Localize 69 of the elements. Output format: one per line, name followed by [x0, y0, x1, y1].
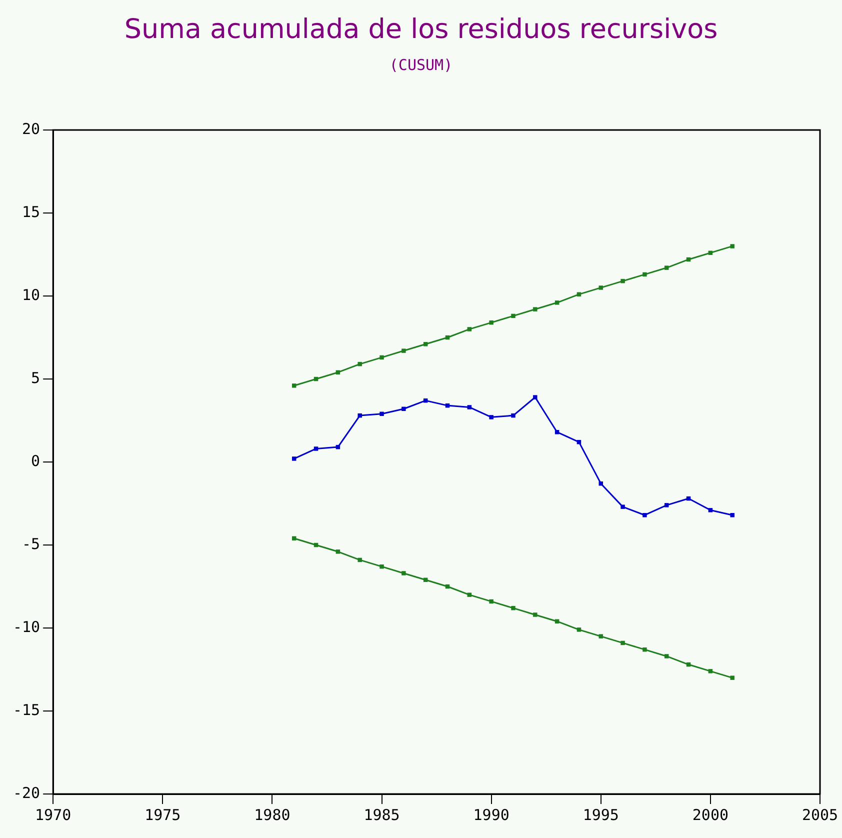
- x-tick-label: 2005: [802, 806, 838, 824]
- point: [598, 634, 604, 638]
- y-tick-label: -10: [13, 618, 40, 636]
- point: [402, 406, 406, 411]
- point: [358, 413, 362, 418]
- point: [402, 348, 406, 353]
- point: [598, 286, 604, 290]
- point: [402, 571, 406, 576]
- point: [380, 412, 384, 416]
- y-tick-label: -20: [13, 784, 40, 802]
- point: [423, 578, 428, 582]
- y-tick-label: 20: [22, 120, 40, 138]
- y-tick-label: 15: [22, 202, 40, 221]
- point: [664, 654, 669, 658]
- point: [380, 564, 384, 569]
- point: [533, 395, 538, 400]
- chart-subtitle: (CUSUM): [388, 56, 454, 74]
- point: [467, 327, 472, 332]
- point: [554, 300, 560, 305]
- point: [664, 266, 669, 270]
- point: [708, 508, 713, 512]
- point: [292, 536, 296, 540]
- point: [708, 669, 713, 674]
- point: [292, 384, 296, 388]
- point: [642, 513, 647, 518]
- point: [576, 292, 582, 296]
- x-tick-label: 1990: [473, 806, 510, 824]
- point: [730, 676, 734, 680]
- x-tick-label: 1980: [254, 806, 290, 824]
- x-tick-label: 1975: [144, 806, 181, 824]
- x-tick-label: 1995: [582, 806, 619, 824]
- point: [664, 503, 669, 508]
- point: [533, 612, 538, 617]
- point: [511, 413, 516, 418]
- point: [467, 592, 472, 597]
- point: [642, 647, 647, 652]
- point: [314, 446, 318, 451]
- x-tick-label: 1970: [35, 806, 72, 824]
- point: [554, 619, 560, 624]
- point: [576, 628, 582, 632]
- point: [533, 307, 538, 312]
- point: [620, 278, 625, 284]
- point: [292, 456, 296, 461]
- point: [730, 244, 734, 248]
- point: [489, 599, 494, 604]
- point: [708, 250, 713, 255]
- point: [642, 272, 647, 277]
- point: [620, 504, 625, 509]
- y-tick-label: -5: [22, 534, 40, 553]
- point: [336, 370, 340, 374]
- x-tick-label: 1985: [364, 806, 400, 824]
- point: [358, 558, 362, 562]
- point: [467, 405, 472, 410]
- chart-title: Suma acumulada de los residuos recursivos: [123, 14, 719, 45]
- point: [336, 550, 340, 554]
- x-tick-label: 2000: [692, 806, 729, 824]
- y-tick-label: -15: [13, 700, 40, 719]
- point: [489, 320, 494, 325]
- y-tick-label: 10: [22, 286, 40, 304]
- point: [358, 362, 362, 366]
- point: [380, 355, 384, 360]
- point: [620, 640, 625, 646]
- point: [423, 342, 428, 346]
- point: [511, 314, 516, 318]
- y-tick-label: 5: [31, 368, 40, 387]
- y-tick-label: 0: [31, 452, 40, 470]
- point: [511, 606, 516, 610]
- point: [730, 513, 734, 518]
- point: [489, 415, 494, 420]
